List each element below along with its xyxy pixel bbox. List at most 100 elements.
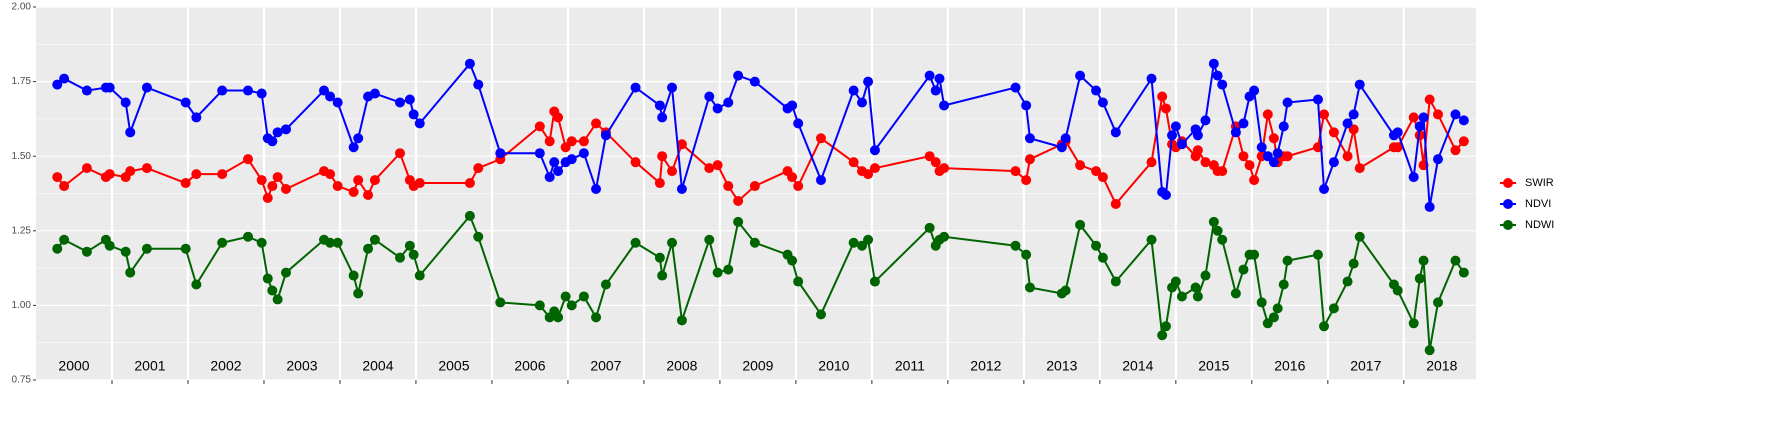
point: [749, 237, 760, 248]
point: [464, 210, 475, 221]
year-label: 2014: [1122, 358, 1153, 374]
point: [414, 270, 425, 281]
point: [1354, 163, 1365, 174]
point: [414, 178, 425, 189]
point: [1091, 85, 1102, 96]
point: [930, 157, 941, 168]
point: [125, 267, 136, 278]
point: [1024, 133, 1035, 144]
point: [1249, 85, 1260, 96]
point: [1160, 189, 1171, 200]
point: [1424, 94, 1435, 105]
point: [243, 85, 254, 96]
point: [1097, 252, 1108, 263]
point: [1342, 151, 1353, 162]
point: [267, 285, 278, 296]
point: [272, 172, 283, 183]
point: [1200, 115, 1211, 126]
year-label: 2008: [666, 358, 697, 374]
point: [81, 163, 92, 174]
point: [654, 252, 665, 263]
point: [1328, 127, 1339, 138]
point: [1268, 133, 1279, 144]
legend-point: [1503, 178, 1513, 188]
point: [723, 264, 734, 275]
point: [404, 94, 415, 105]
point: [256, 175, 267, 186]
point: [534, 300, 545, 311]
point: [348, 270, 359, 281]
point: [566, 136, 577, 147]
point: [815, 175, 826, 186]
point: [363, 243, 374, 254]
year-label: 2017: [1350, 358, 1381, 374]
point: [1075, 70, 1086, 81]
y-tick-label: 1.75: [12, 76, 32, 87]
point: [1097, 172, 1108, 183]
point: [353, 133, 364, 144]
point: [939, 231, 950, 242]
point: [930, 85, 941, 96]
point: [1192, 145, 1203, 156]
point: [408, 109, 419, 120]
point: [272, 294, 283, 305]
point: [1238, 151, 1249, 162]
point: [848, 85, 859, 96]
point: [191, 279, 202, 290]
point: [1414, 273, 1425, 284]
point: [815, 309, 826, 320]
legend-label: SWIR: [1525, 177, 1554, 189]
point: [1354, 79, 1365, 90]
y-tick-label: 2.00: [12, 2, 32, 13]
point: [939, 163, 950, 174]
point: [104, 82, 115, 93]
point: [1262, 109, 1273, 120]
point: [1392, 127, 1403, 138]
point: [1458, 267, 1469, 278]
point: [52, 79, 63, 90]
point: [654, 100, 665, 111]
y-tick-label: 1.00: [12, 300, 32, 311]
point: [654, 178, 665, 189]
point: [534, 148, 545, 159]
point: [630, 157, 641, 168]
point: [630, 82, 641, 93]
point: [1200, 157, 1211, 168]
point: [1217, 79, 1228, 90]
point: [1075, 219, 1086, 230]
point: [464, 178, 475, 189]
point: [863, 76, 874, 87]
point: [591, 312, 602, 323]
point: [1208, 216, 1219, 227]
point: [712, 267, 723, 278]
point: [125, 127, 136, 138]
point: [733, 195, 744, 206]
point: [262, 192, 273, 203]
point: [267, 181, 278, 192]
point: [1433, 297, 1444, 308]
point: [217, 237, 228, 248]
point: [1328, 157, 1339, 168]
point: [256, 237, 267, 248]
point: [473, 79, 484, 90]
point: [1244, 160, 1255, 171]
point: [544, 172, 555, 183]
point: [1192, 130, 1203, 141]
point: [262, 273, 273, 284]
year-label: 2004: [362, 358, 393, 374]
point: [281, 267, 292, 278]
point: [1450, 145, 1461, 156]
point: [787, 100, 798, 111]
point: [1392, 142, 1403, 153]
point: [1354, 231, 1365, 242]
point: [52, 243, 63, 254]
point: [81, 85, 92, 96]
point: [1319, 184, 1330, 195]
point: [180, 97, 191, 108]
point: [1319, 109, 1330, 120]
point: [793, 118, 804, 129]
point: [733, 216, 744, 227]
point: [495, 297, 506, 308]
point: [325, 169, 336, 180]
y-tick-label: 1.25: [12, 225, 32, 236]
